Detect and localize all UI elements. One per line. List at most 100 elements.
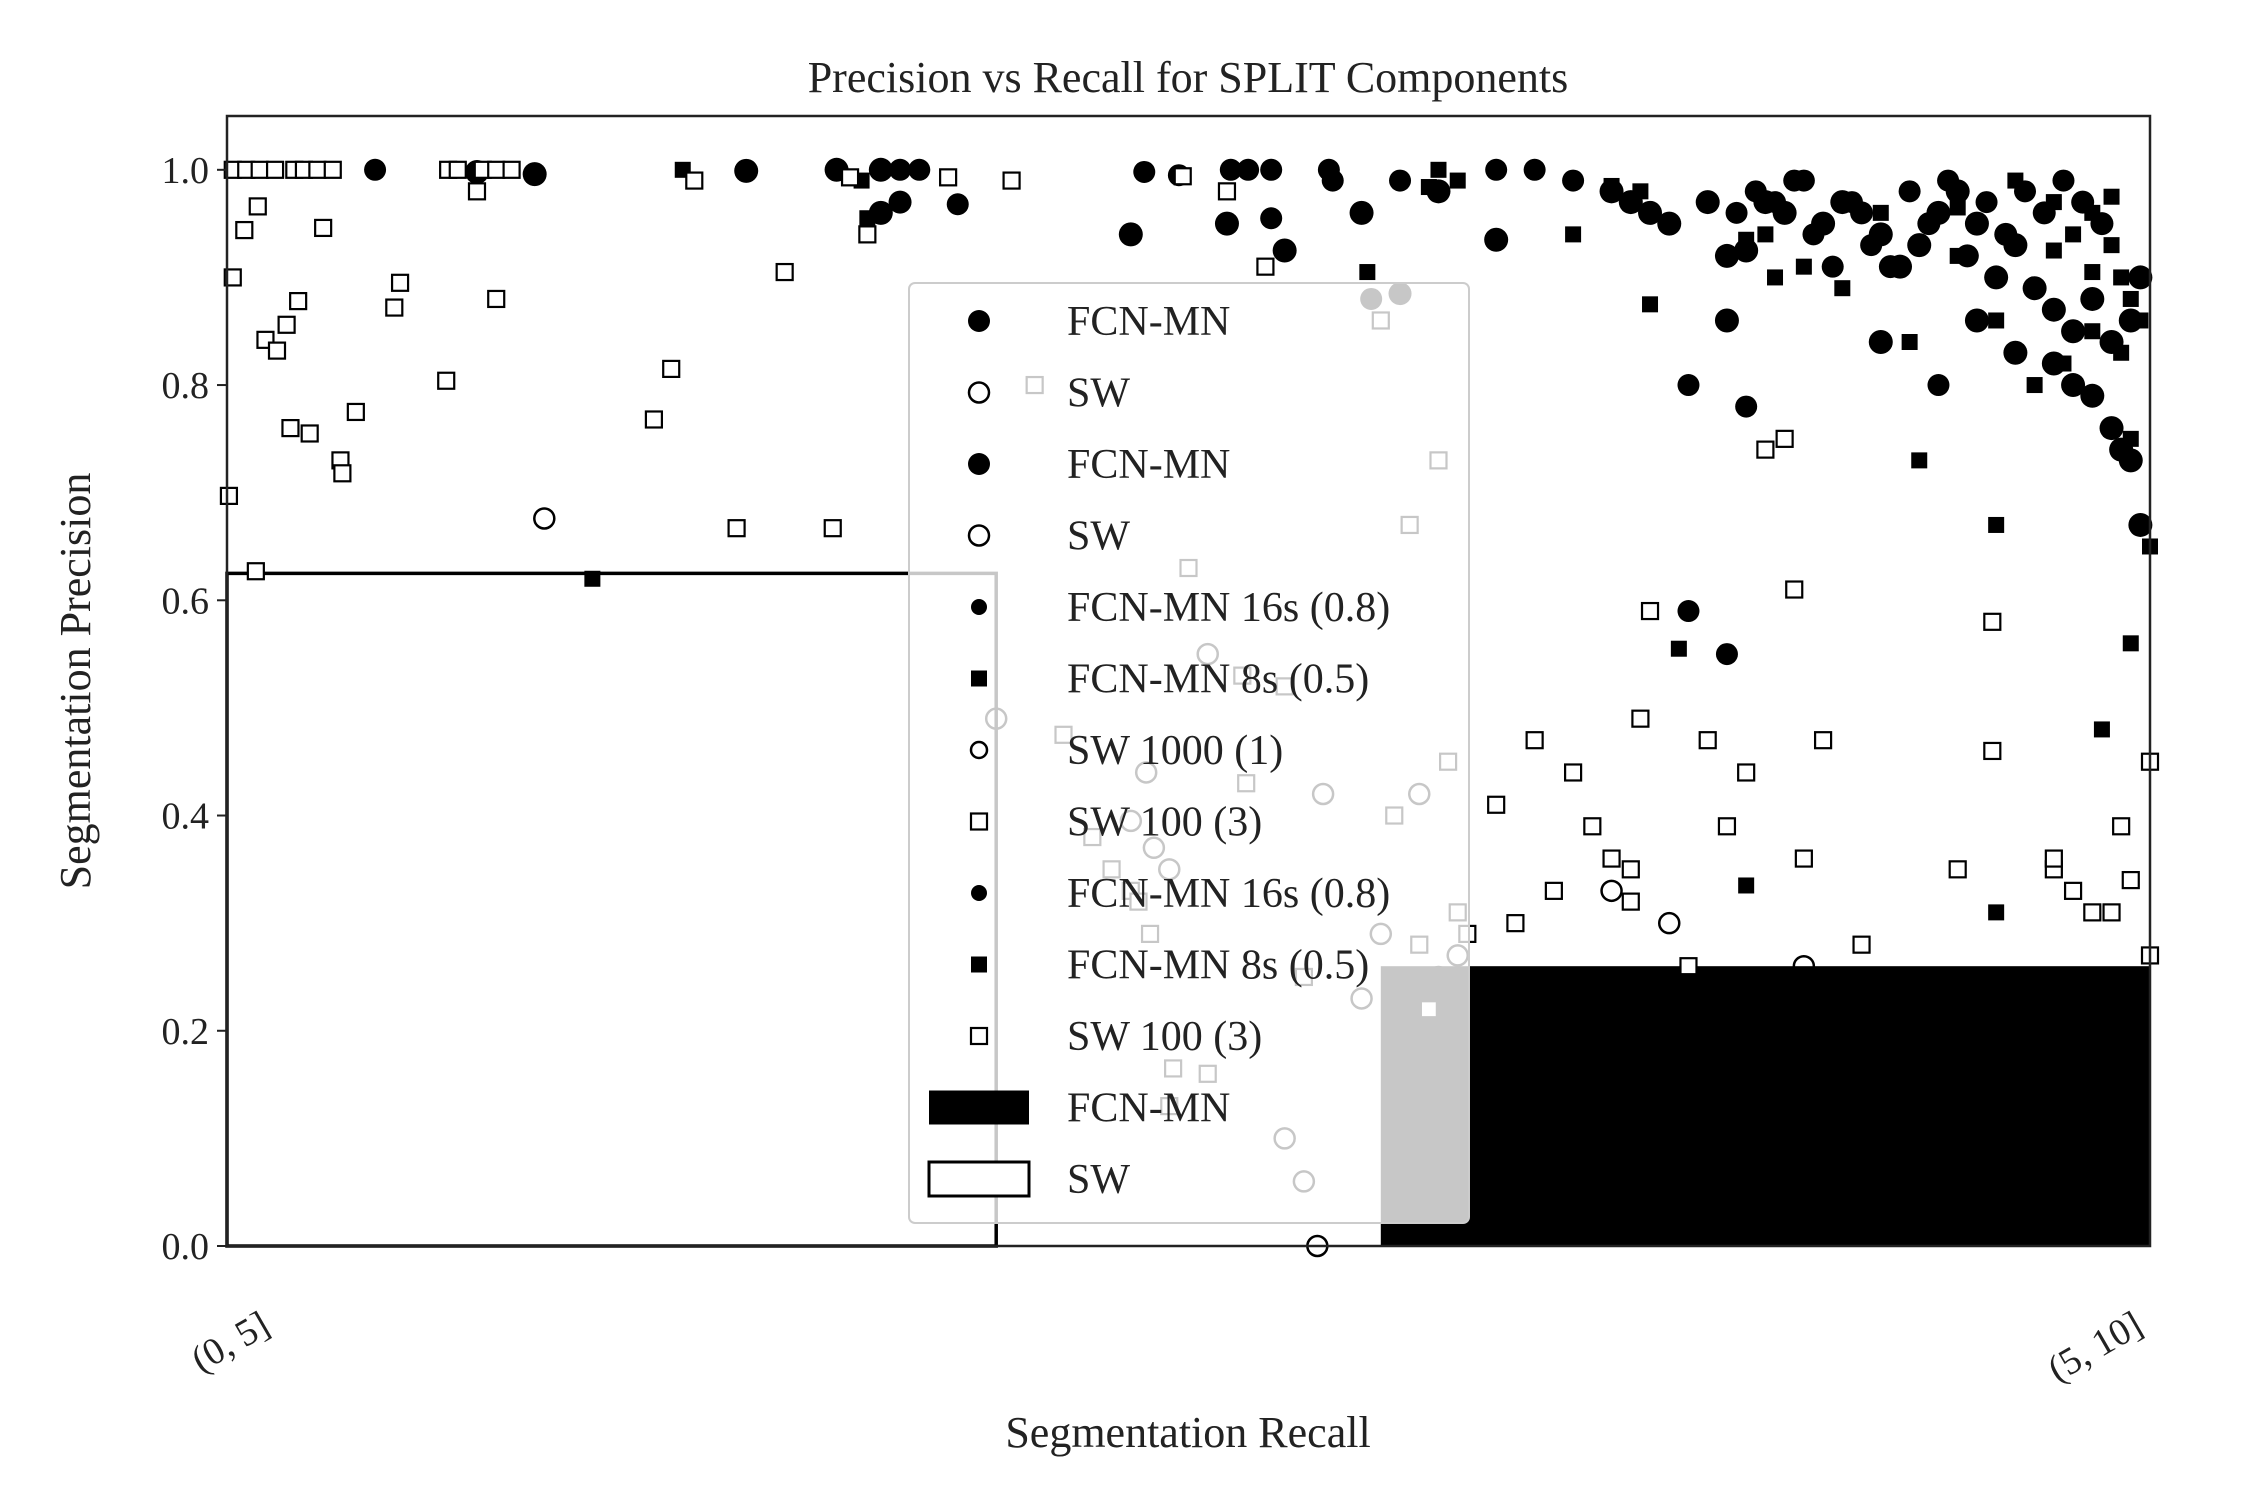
point-s3-74 xyxy=(1563,763,1583,782)
point-s0-60 xyxy=(2061,373,2086,398)
y-tick-label-2: 0.4 xyxy=(162,796,210,838)
point-s3-29 xyxy=(467,182,487,201)
legend-marker-10 xyxy=(969,1026,989,1046)
point-s1-18 xyxy=(1901,334,1918,350)
point-s0-76 xyxy=(1975,191,1998,214)
point-s1-17 xyxy=(1872,334,1889,350)
point-s0-80 xyxy=(1898,180,1921,203)
plot-frame xyxy=(225,114,2152,1248)
bar-layer xyxy=(225,571,2150,1248)
point-s3-36 xyxy=(727,519,746,538)
point-s0-64 xyxy=(2118,448,2143,473)
point-s3-91 xyxy=(1948,860,1967,879)
point-s0-7 xyxy=(908,158,931,181)
legend-label-5: FCN-MN 8s (0.5) xyxy=(1067,657,1369,703)
point-s3-2 xyxy=(250,160,269,179)
legend-marker-9 xyxy=(971,956,987,973)
chart-title: Precision vs Recall for SPLIT Components xyxy=(808,53,1569,102)
point-s3-81 xyxy=(1679,957,1698,976)
point-s3-18 xyxy=(277,315,296,334)
point-s1-37 xyxy=(2122,635,2139,652)
legend-label-1: SW xyxy=(1067,371,1130,417)
point-s0-14 xyxy=(1237,158,1260,181)
point-s3-87 xyxy=(1785,580,1804,599)
point-s0-27 xyxy=(1523,158,1546,181)
y-tick-label-3: 0.6 xyxy=(162,580,210,622)
point-s1-28 xyxy=(2045,194,2062,211)
point-s1-9 xyxy=(1632,183,1649,200)
point-s3-22 xyxy=(300,424,319,443)
legend-label-2: FCN-MN xyxy=(1067,442,1230,488)
point-s0-75 xyxy=(1994,222,2018,246)
point-s1-29 xyxy=(2065,226,2082,243)
legend-label-3: SW xyxy=(1067,514,1130,560)
point-s3-83 xyxy=(1717,817,1737,836)
point-s1-19 xyxy=(1949,247,1966,264)
point-s0-92 xyxy=(1715,643,1738,666)
point-s3-12 xyxy=(502,160,521,179)
point-s0-13 xyxy=(1219,158,1242,181)
point-s3-86 xyxy=(1775,429,1794,448)
point-s1-6 xyxy=(1449,172,1466,189)
legend-marker-12 xyxy=(927,1160,1031,1198)
legend-marker-8 xyxy=(971,885,987,901)
point-s1-40 xyxy=(1738,877,1755,894)
point-s3-58 xyxy=(1256,257,1275,276)
point-s3-40 xyxy=(858,225,877,244)
legend-marker-6 xyxy=(969,740,989,760)
point-s3-25 xyxy=(346,402,365,422)
point-s3-37 xyxy=(775,262,794,282)
point-s3-39 xyxy=(840,168,860,187)
point-s2-16 xyxy=(1658,911,1681,935)
point-s0-9 xyxy=(888,190,912,214)
point-s3-38 xyxy=(823,519,842,538)
point-s0-78 xyxy=(1937,169,1960,192)
point-s3-51 xyxy=(1173,167,1192,186)
point-s1-30 xyxy=(2084,204,2101,221)
point-s3-32 xyxy=(246,562,265,581)
point-s1-25 xyxy=(2122,430,2139,447)
legend-marker-7 xyxy=(969,812,989,831)
point-s0-6 xyxy=(889,158,912,181)
point-s3-15 xyxy=(248,197,267,216)
point-s3-93 xyxy=(1983,741,2002,761)
point-s3-96 xyxy=(2083,903,2102,922)
point-s1-13 xyxy=(1757,226,1774,243)
point-s1-39 xyxy=(1670,640,1687,657)
x-tick-label-0: (0, 5] xyxy=(184,1303,276,1381)
point-s0-17 xyxy=(1214,211,1239,236)
point-s3-89 xyxy=(1813,731,1833,750)
point-s3-14 xyxy=(235,220,254,240)
point-s3-71 xyxy=(1506,914,1525,933)
point-s3-21 xyxy=(281,418,300,438)
point-s3-31 xyxy=(219,486,239,505)
point-s0-11 xyxy=(1133,160,1156,183)
point-s3-70 xyxy=(1487,795,1506,814)
point-s3-9 xyxy=(448,160,467,179)
x-tick-label-1: (5, 10] xyxy=(2041,1303,2150,1390)
point-s3-6 xyxy=(308,160,327,179)
point-s2-0 xyxy=(533,507,556,530)
point-s1-2 xyxy=(859,210,876,227)
legend-marker-11 xyxy=(929,1090,1029,1125)
point-s0-53 xyxy=(2080,286,2105,311)
point-s0-72 xyxy=(2052,169,2075,192)
point-s3-28 xyxy=(437,371,456,390)
point-s0-47 xyxy=(1964,211,1989,236)
legend-label-6: SW 1000 (1) xyxy=(1067,728,1283,774)
x-axis-label: Segmentation Recall xyxy=(1005,1408,1370,1457)
point-s0-5 xyxy=(868,157,893,182)
point-s3-84 xyxy=(1737,763,1756,782)
point-s3-17 xyxy=(267,341,287,360)
point-s3-41 xyxy=(939,168,958,187)
point-s3-26 xyxy=(385,298,404,317)
point-s3-55 xyxy=(1217,182,1237,201)
point-s3-76 xyxy=(1602,849,1621,868)
legend-label-11: FCN-MN xyxy=(1067,1086,1230,1132)
point-s0-56 xyxy=(2128,265,2153,290)
point-s3-73 xyxy=(1544,881,1563,900)
point-s1-35 xyxy=(1911,452,1928,469)
y-axis-label: Segmentation Precision xyxy=(51,473,100,890)
point-s0-0 xyxy=(364,158,387,181)
